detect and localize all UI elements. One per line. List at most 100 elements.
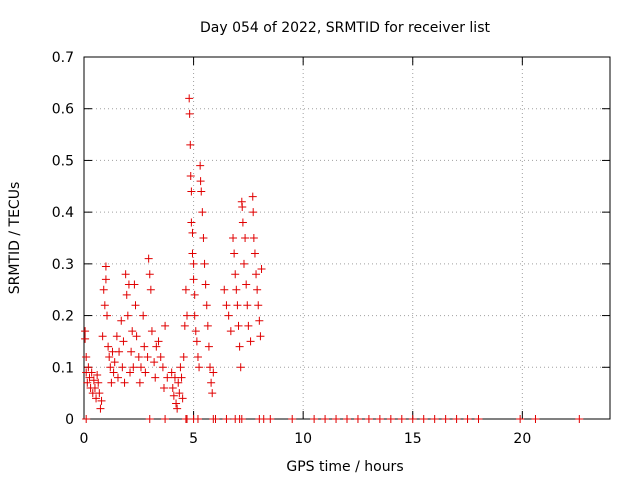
data-point — [151, 373, 160, 382]
data-point — [145, 270, 154, 279]
data-point — [397, 415, 406, 423]
data-point — [145, 415, 154, 423]
data-point — [408, 415, 417, 423]
data-point — [159, 383, 168, 392]
data-point — [175, 389, 184, 398]
data-point — [197, 187, 206, 196]
data-point — [364, 415, 373, 423]
data-point — [575, 415, 584, 423]
data-point — [174, 378, 183, 387]
data-point — [226, 327, 235, 336]
data-point — [195, 363, 204, 372]
data-point — [183, 311, 192, 320]
data-point — [130, 280, 139, 289]
data-point — [256, 332, 265, 341]
data-point — [187, 187, 196, 196]
data-point — [238, 218, 247, 227]
data-point — [95, 389, 104, 398]
data-point — [531, 415, 540, 423]
data-point — [179, 352, 188, 361]
data-point — [188, 228, 197, 237]
y-tick-label: 0.2 — [52, 309, 74, 325]
data-point — [236, 363, 245, 372]
chart-title: Day 054 of 2022, SRMTID for receiver lis… — [200, 20, 490, 36]
data-point — [188, 249, 197, 258]
data-point — [189, 275, 198, 284]
data-point — [176, 363, 185, 372]
data-point — [113, 373, 122, 382]
y-tick-label: 0.6 — [52, 102, 74, 118]
data-point — [163, 373, 172, 382]
data-point — [209, 368, 218, 377]
x-tick-label: 15 — [404, 431, 422, 447]
data-point — [224, 311, 233, 320]
data-point — [150, 358, 159, 367]
data-point — [115, 347, 124, 356]
data-point — [516, 415, 525, 423]
data-point — [199, 234, 208, 242]
data-point — [441, 415, 450, 423]
data-point — [238, 202, 247, 211]
data-point — [191, 327, 200, 336]
data-point — [181, 285, 190, 294]
data-point — [201, 280, 210, 289]
data-point — [250, 249, 259, 258]
data-point — [257, 265, 266, 274]
data-point — [96, 404, 105, 413]
data-point — [117, 316, 126, 325]
data-point — [109, 368, 118, 377]
data-point — [167, 368, 176, 377]
x-tick-label: 10 — [294, 431, 312, 447]
data-point — [152, 342, 161, 351]
data-point — [98, 332, 107, 341]
data-point — [244, 321, 253, 330]
x-tick-label: 5 — [189, 431, 198, 447]
data-point — [83, 378, 92, 387]
data-point — [105, 352, 114, 361]
data-point — [132, 332, 141, 341]
data-point — [187, 218, 196, 227]
data-point — [94, 378, 103, 387]
data-point — [254, 301, 263, 310]
data-point — [144, 254, 153, 263]
data-point — [161, 415, 170, 423]
x-tick-label: 20 — [513, 431, 531, 447]
data-point — [81, 334, 90, 343]
data-point — [169, 391, 178, 400]
data-point — [185, 94, 194, 103]
data-point — [158, 363, 167, 372]
data-point — [229, 234, 238, 242]
data-point — [121, 270, 130, 279]
data-point — [253, 285, 262, 294]
data-point — [128, 327, 137, 336]
data-point — [101, 262, 110, 271]
data-point — [288, 415, 297, 423]
data-point — [248, 192, 257, 201]
data-point — [196, 161, 205, 170]
data-point — [99, 285, 108, 294]
data-point — [81, 327, 90, 336]
data-point — [202, 301, 211, 310]
data-point — [203, 321, 212, 330]
data-point — [186, 140, 195, 149]
data-point — [90, 383, 99, 392]
data-point — [249, 234, 258, 242]
data-point — [208, 389, 217, 398]
data-point — [140, 342, 149, 351]
data-point — [246, 337, 255, 346]
data-point — [101, 275, 110, 284]
data-point — [100, 301, 109, 310]
data-point — [242, 280, 251, 289]
data-point — [134, 352, 143, 361]
data-point — [198, 208, 207, 217]
y-tick-label: 0.1 — [52, 360, 74, 376]
data-point — [231, 270, 240, 279]
data-point — [204, 342, 213, 351]
data-point — [156, 352, 165, 361]
data-point — [146, 285, 155, 294]
data-point — [119, 337, 128, 346]
data-point — [192, 337, 201, 346]
data-point — [93, 371, 102, 380]
data-point — [220, 285, 229, 294]
grid-lines — [84, 57, 610, 419]
